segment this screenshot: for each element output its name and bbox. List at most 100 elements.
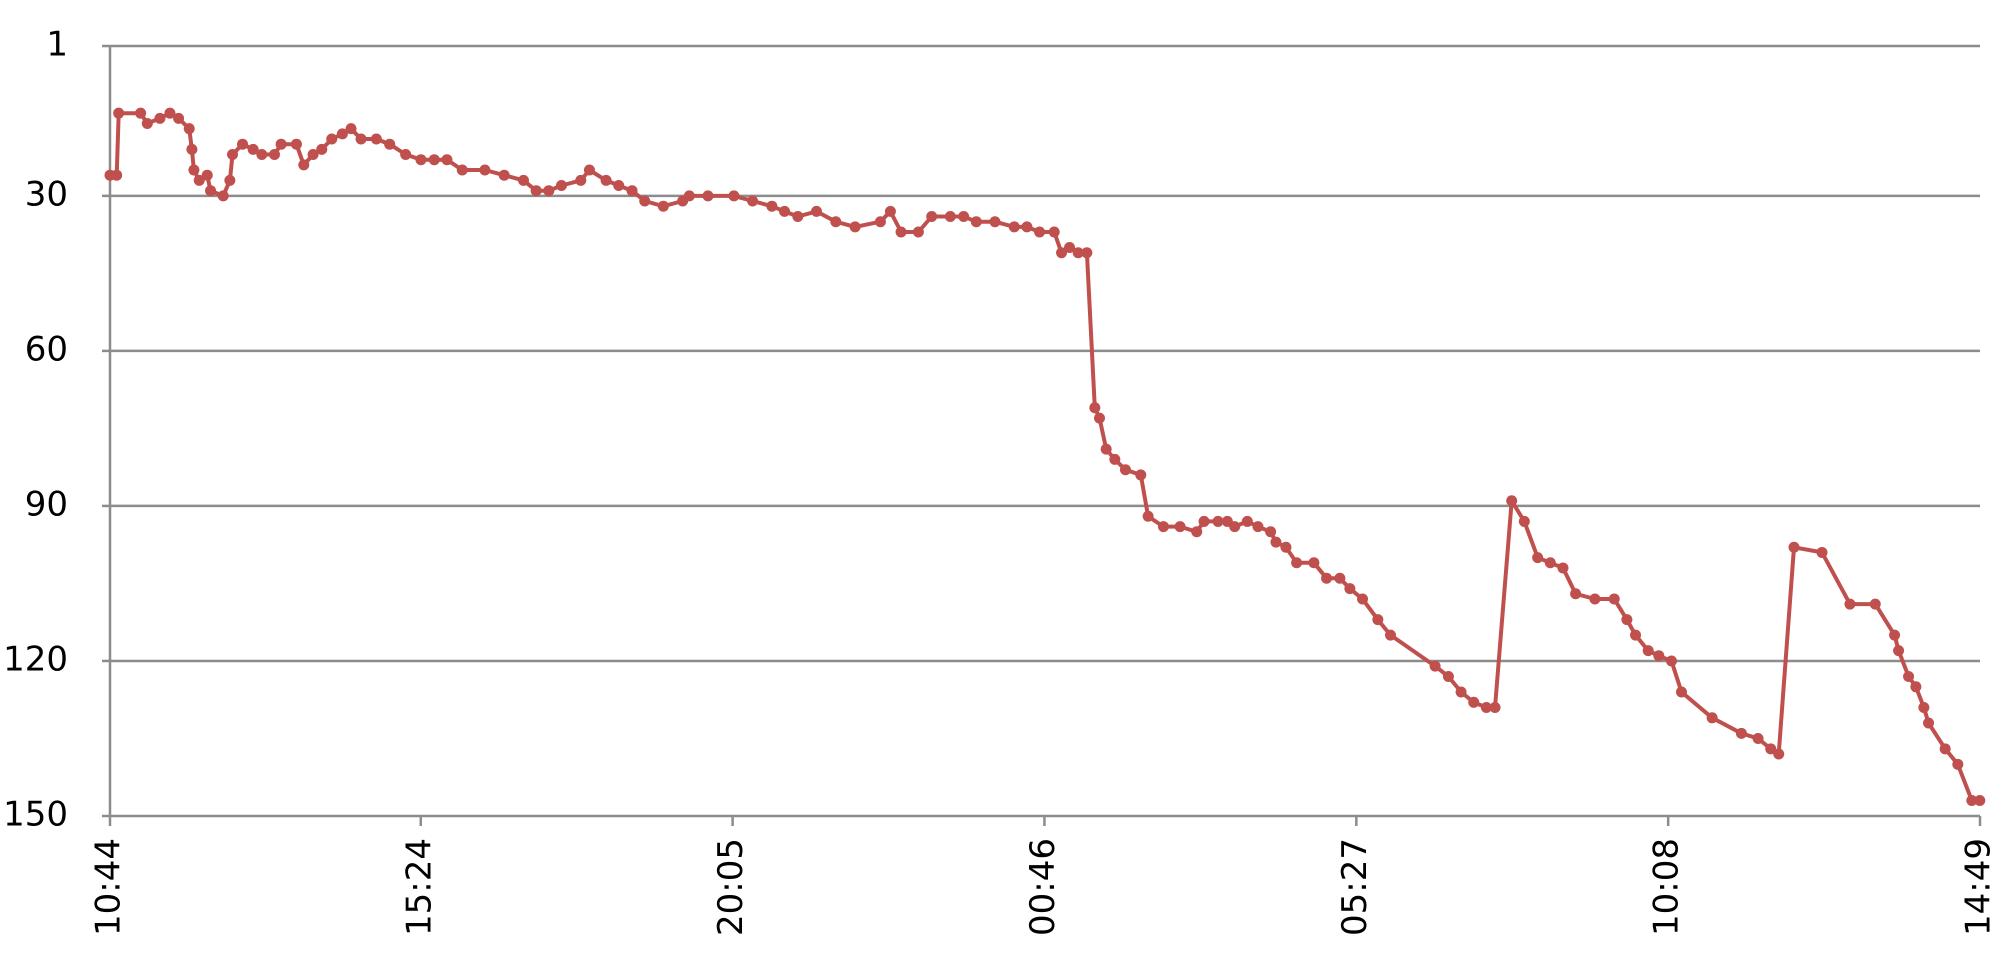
point — [307, 149, 319, 161]
point — [1021, 221, 1033, 233]
point — [355, 133, 367, 145]
point — [1952, 758, 1964, 770]
point — [849, 221, 861, 233]
point — [1357, 593, 1369, 605]
point — [224, 174, 236, 186]
point — [1048, 226, 1060, 238]
point — [1064, 242, 1076, 254]
point — [479, 164, 491, 176]
point — [1344, 583, 1356, 595]
point — [290, 138, 302, 150]
point — [415, 154, 427, 166]
y-tick-label: 60 — [25, 329, 68, 369]
point — [141, 118, 153, 130]
point — [1174, 521, 1186, 533]
point — [989, 216, 1001, 228]
point — [1280, 541, 1292, 553]
point — [1910, 681, 1922, 693]
point — [1372, 614, 1384, 626]
point — [1735, 727, 1747, 739]
point — [1773, 748, 1785, 760]
point — [154, 112, 166, 124]
point — [1198, 515, 1210, 527]
point — [1135, 469, 1147, 481]
point — [1008, 221, 1020, 233]
y-tick-label: 30 — [25, 174, 68, 214]
y-tick-label: 1 — [46, 25, 68, 65]
point — [1212, 515, 1224, 527]
point — [583, 164, 595, 176]
point — [1480, 701, 1492, 713]
point — [543, 185, 555, 197]
point — [958, 211, 970, 223]
point — [227, 149, 239, 161]
point — [600, 174, 612, 186]
point — [1089, 402, 1101, 414]
point — [298, 159, 310, 171]
point — [530, 185, 542, 197]
point — [205, 185, 217, 197]
point — [370, 133, 382, 145]
point — [1506, 495, 1518, 507]
point — [1468, 696, 1480, 708]
point — [1056, 247, 1068, 259]
point — [1291, 557, 1303, 569]
point — [1608, 593, 1620, 605]
x-tick-label: 14:49 — [1959, 838, 1999, 936]
point — [1489, 701, 1501, 713]
point — [326, 133, 338, 145]
point — [1157, 521, 1169, 533]
x-tick-label: 20:05 — [711, 838, 751, 936]
point — [747, 195, 759, 207]
point — [830, 216, 842, 228]
point — [1570, 588, 1582, 600]
point — [164, 107, 176, 119]
point — [1918, 701, 1930, 713]
line — [110, 111, 1980, 803]
point — [702, 190, 714, 202]
point — [1081, 247, 1093, 259]
point — [884, 205, 896, 217]
point — [1557, 562, 1569, 574]
point — [384, 138, 396, 150]
point — [1642, 645, 1654, 657]
point — [345, 123, 357, 135]
point — [113, 107, 125, 119]
point — [456, 164, 468, 176]
point — [1100, 443, 1112, 455]
y-tick-label: 90 — [25, 484, 68, 524]
point — [1589, 593, 1601, 605]
point — [498, 169, 510, 181]
point — [1752, 732, 1764, 744]
point — [1252, 521, 1264, 533]
point — [186, 143, 198, 155]
x-tick-label: 10:08 — [1647, 838, 1687, 936]
point — [1270, 536, 1282, 548]
point — [1923, 717, 1935, 729]
point — [1653, 650, 1665, 662]
point — [874, 216, 886, 228]
point — [728, 190, 740, 202]
x-tick-label: 10:44 — [89, 838, 129, 936]
point — [811, 205, 823, 217]
point — [1455, 686, 1467, 698]
point — [1321, 572, 1333, 584]
point — [626, 185, 638, 197]
point — [135, 107, 147, 119]
x-tick-label: 05:27 — [1335, 838, 1375, 936]
point — [1544, 557, 1556, 569]
point — [683, 190, 695, 202]
point — [1265, 526, 1277, 538]
point — [912, 226, 924, 238]
point — [268, 149, 280, 161]
point — [1788, 541, 1800, 553]
point — [1765, 743, 1777, 755]
point — [1630, 629, 1642, 641]
point — [1939, 743, 1951, 755]
point — [926, 211, 938, 223]
point — [792, 211, 804, 223]
point — [1109, 453, 1121, 465]
point — [111, 169, 123, 181]
point — [1094, 412, 1106, 424]
point — [1844, 598, 1856, 610]
